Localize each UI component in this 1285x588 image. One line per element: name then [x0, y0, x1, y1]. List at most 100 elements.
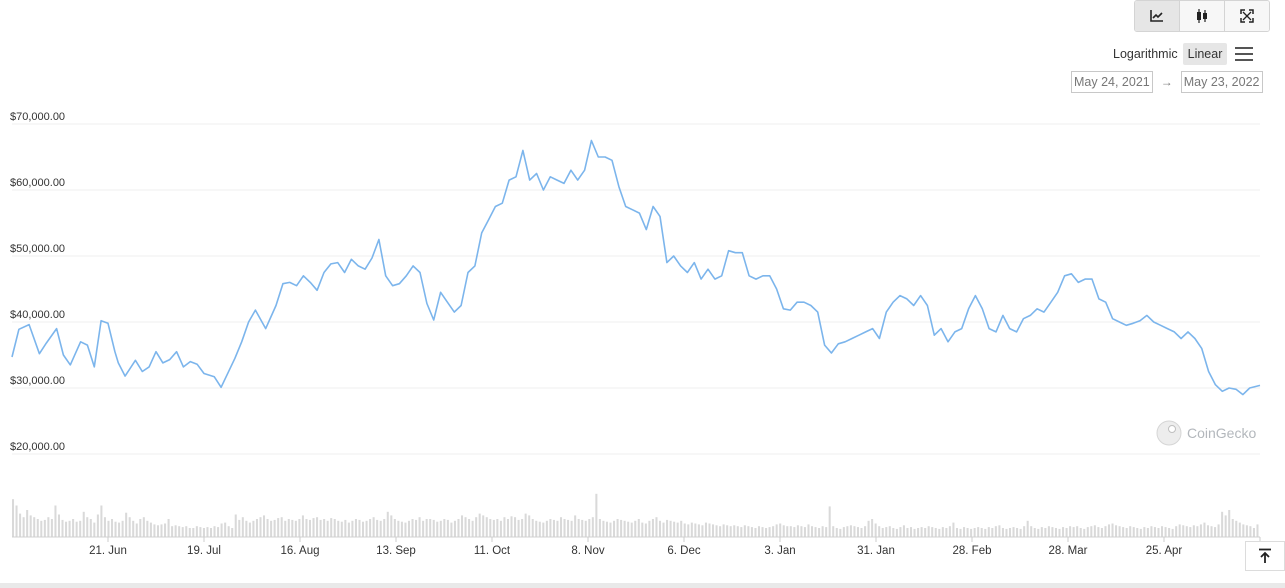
linear-option[interactable]: Linear	[1182, 43, 1228, 65]
volume-bar	[1115, 525, 1118, 537]
volume-bar	[202, 528, 205, 537]
candlestick-button[interactable]	[1180, 1, 1225, 31]
volume-bar	[1033, 528, 1036, 537]
volume-bar	[793, 527, 796, 537]
volume-bar	[188, 528, 191, 537]
volume-bar	[570, 520, 573, 537]
volume-bar	[821, 526, 824, 537]
volume-bar	[736, 526, 739, 537]
volume-bar	[591, 517, 594, 537]
volume-bar	[899, 527, 902, 537]
volume-bar	[1217, 524, 1220, 537]
volume-bar	[987, 527, 990, 537]
volume-bar	[323, 519, 326, 537]
volume-bar	[867, 520, 870, 537]
line-chart-button[interactable]	[1135, 1, 1180, 31]
volume-bar	[697, 524, 700, 537]
volume-bar	[1107, 524, 1111, 537]
volume-bar	[931, 527, 934, 537]
scroll-top-button[interactable]	[1245, 541, 1285, 571]
volume-bar	[114, 521, 117, 537]
volume-bar	[178, 526, 181, 537]
volume-bar	[305, 519, 308, 537]
fullscreen-button[interactable]	[1225, 1, 1269, 31]
volume-bar	[245, 520, 248, 537]
volume-bar	[429, 519, 432, 537]
volume-bar	[160, 524, 163, 537]
volume-bar	[1231, 519, 1234, 537]
volume-bar	[1238, 522, 1241, 537]
x-tick-label: 16. Aug	[280, 545, 319, 557]
volume-bar	[372, 517, 375, 537]
volume-bar	[623, 520, 626, 537]
volume-bar	[917, 528, 920, 537]
x-tick-label: 28. Mar	[1049, 545, 1088, 557]
volume-bar	[1097, 527, 1100, 537]
volume-bar	[142, 517, 145, 537]
volume-bar	[1171, 528, 1174, 537]
volume-bar	[72, 519, 75, 537]
volume-bar	[768, 527, 771, 537]
volume-bar	[482, 515, 485, 537]
volume-bar	[1245, 525, 1248, 537]
volume-bar	[1111, 523, 1114, 537]
volume-bar	[153, 524, 156, 537]
volume-bar	[1132, 527, 1135, 537]
volume-bar	[853, 526, 856, 537]
volume-bar	[79, 520, 82, 537]
volume-bar	[1069, 526, 1072, 537]
volume-bar	[1203, 522, 1206, 537]
volume-bar	[574, 515, 577, 537]
volume-bar	[902, 525, 905, 537]
fullscreen-icon	[1240, 9, 1254, 23]
range-from-input[interactable]: May 24, 2021	[1071, 71, 1153, 93]
volume-bar	[164, 523, 167, 537]
volume-bar	[209, 528, 213, 537]
volume-bar	[602, 520, 605, 537]
volume-bar	[33, 517, 36, 537]
volume-bar	[552, 519, 555, 537]
volume-bar	[68, 520, 71, 537]
volume-bar	[340, 521, 343, 537]
volume-bar	[1023, 526, 1026, 537]
volume-bar	[146, 520, 149, 537]
volume-bar	[308, 519, 312, 537]
volume-bar	[1192, 525, 1195, 537]
volume-bar	[139, 519, 142, 537]
volume-bar	[733, 525, 736, 537]
volume-bar	[217, 527, 220, 537]
logarithmic-option[interactable]: Logarithmic	[1113, 47, 1178, 61]
volume-bar	[683, 523, 686, 537]
volume-bar	[864, 526, 867, 537]
volume-bar	[1062, 527, 1065, 537]
volume-bar	[1072, 527, 1075, 537]
volume-bar	[1122, 527, 1125, 537]
volume-bar	[354, 519, 357, 537]
hamburger-menu-icon[interactable]	[1235, 47, 1254, 61]
volume-bar	[708, 523, 711, 537]
volume-bar	[613, 520, 616, 537]
volume-bar	[270, 520, 273, 537]
volume-bar	[312, 518, 315, 537]
volume-bar	[446, 519, 449, 537]
volume-bar	[167, 519, 170, 537]
volume-bar	[1224, 515, 1227, 537]
volume-bar	[984, 528, 987, 537]
volume-bar	[171, 526, 174, 537]
volume-bar	[443, 519, 446, 537]
volume-bar	[100, 505, 103, 537]
volume-bar	[330, 518, 333, 537]
volume-bar	[1210, 526, 1213, 537]
candlestick-icon	[1197, 9, 1207, 23]
volume-bar	[460, 515, 464, 537]
volume-bar	[125, 512, 128, 537]
volume-bar	[1129, 526, 1132, 537]
volume-bar	[630, 522, 633, 537]
volume-bar	[892, 528, 895, 537]
range-to-input[interactable]: May 23, 2022	[1180, 71, 1263, 93]
volume-bar	[1168, 528, 1171, 537]
volume-bar	[719, 526, 722, 537]
volume-bar	[616, 519, 619, 537]
volume-bar	[65, 521, 68, 537]
volume-bar	[825, 527, 828, 537]
